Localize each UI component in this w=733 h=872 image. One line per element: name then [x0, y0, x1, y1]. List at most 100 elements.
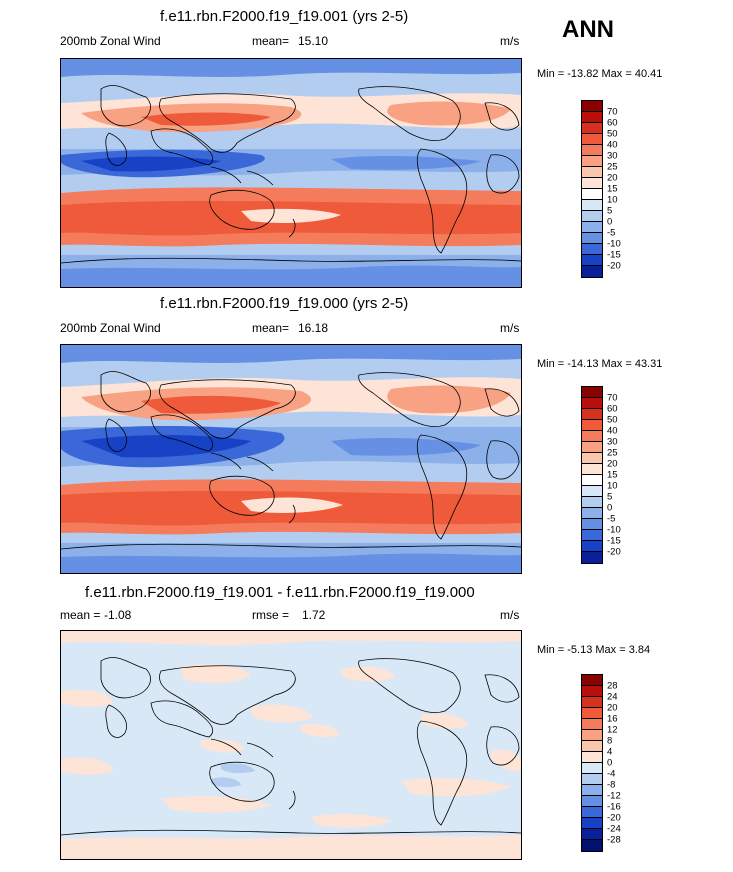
panel1-colorbar-swatch: [582, 167, 602, 178]
colorbar-tick-label: -5: [607, 513, 616, 525]
panel1-units: m/s: [500, 34, 520, 48]
panel2-colorbar-swatch: [582, 486, 602, 497]
panel1-colorbar-swatch: [582, 222, 602, 233]
panel2-minmax: Min = -14.13 Max = 43.31: [537, 358, 663, 370]
panel2-colorbar-swatch: [582, 398, 602, 409]
panel1-contour-plot: [61, 59, 521, 287]
panel1-colorbar-swatch: [582, 244, 602, 255]
colorbar-tick-label: 5: [607, 205, 613, 217]
colorbar-tick-label: 60: [607, 117, 618, 129]
colorbar-tick-label: -4: [607, 768, 616, 780]
panel2-colorbar-swatch: [582, 420, 602, 431]
colorbar-tick-label: 60: [607, 403, 618, 415]
colorbar-tick-label: 70: [607, 106, 618, 118]
panel2-colorbar-swatch: [582, 530, 602, 541]
colorbar-tick-label: -15: [607, 535, 621, 547]
panel3-rmse-value: 1.72: [302, 608, 326, 622]
panel2-title: f.e11.rbn.F2000.f19_f19.000 (yrs 2-5): [160, 295, 409, 312]
panel2-colorbar-swatch: [582, 497, 602, 508]
panel2-contour-plot: [61, 345, 521, 573]
panel3-colorbar-swatch: [582, 708, 602, 719]
colorbar-tick-label: -16: [607, 801, 621, 813]
panel2-colorbar-swatch: [582, 541, 602, 552]
panel1-colorbar-swatch: [582, 112, 602, 123]
colorbar-tick-label: 20: [607, 172, 618, 184]
panel1-mean-value: 15.10: [298, 34, 329, 48]
panel3-colorbar-swatch: [582, 675, 602, 686]
colorbar-tick-label: -20: [607, 260, 621, 272]
colorbar-tick-label: 4: [607, 746, 613, 758]
panel3-colorbar-swatch: [582, 697, 602, 708]
colorbar-tick-label: 20: [607, 702, 618, 714]
colorbar-tick-label: 50: [607, 414, 618, 426]
panel1-minmax: Min = -13.82 Max = 40.41: [537, 68, 663, 80]
panel1-colorbar-swatch: [582, 255, 602, 266]
colorbar-tick-label: -24: [607, 823, 621, 835]
colorbar-tick-label: 16: [607, 713, 618, 725]
panel2-mean-value: 16.18: [298, 321, 329, 335]
panel1-colorbar-swatch: [582, 123, 602, 134]
colorbar-tick-label: 8: [607, 735, 613, 747]
panel3-colorbar-swatch: [582, 763, 602, 774]
panel3-colorbar-swatch: [582, 829, 602, 840]
panel1-colorbar-swatch: [582, 200, 602, 211]
panel2-variable: 200mb Zonal Wind: [60, 321, 161, 335]
panel1-colorbar-swatch: [582, 156, 602, 167]
panel2-units: m/s: [500, 321, 520, 335]
panel2-colorbar-swatch: [582, 464, 602, 475]
panel1-title: f.e11.rbn.F2000.f19_f19.001 (yrs 2-5): [160, 8, 409, 25]
colorbar-tick-label: 25: [607, 161, 618, 173]
panel2-colorbar-swatch: [582, 475, 602, 486]
panel2-colorbar-swatch: [582, 442, 602, 453]
panel2-map: [60, 344, 522, 574]
panel1-colorbar: [581, 100, 603, 278]
panel2-mean-label: mean=: [252, 321, 290, 335]
panel3-colorbar-swatch: [582, 686, 602, 697]
panel3-mean-value: -1.08: [104, 608, 132, 622]
colorbar-tick-label: -20: [607, 812, 621, 824]
colorbar-tick-label: -20: [607, 546, 621, 558]
panel3-colorbar-swatch: [582, 752, 602, 763]
colorbar-tick-label: 12: [607, 724, 618, 736]
colorbar-tick-label: 28: [607, 680, 618, 692]
panel3-colorbar: [581, 674, 603, 852]
colorbar-tick-label: 30: [607, 436, 618, 448]
panel1-colorbar-swatch: [582, 266, 602, 277]
panel2-colorbar: [581, 386, 603, 564]
colorbar-tick-label: 0: [607, 757, 613, 769]
panel3-mean-label: mean =: [60, 608, 101, 622]
panel2-colorbar-swatch: [582, 409, 602, 420]
colorbar-tick-label: 70: [607, 392, 618, 404]
colorbar-tick-label: 40: [607, 139, 618, 151]
panel1-mean-label: mean=: [252, 34, 290, 48]
panel3-minmax: Min = -5.13 Max = 3.84: [537, 644, 651, 656]
panel2-colorbar-swatch: [582, 431, 602, 442]
colorbar-tick-label: 50: [607, 128, 618, 140]
panel3-colorbar-swatch: [582, 719, 602, 730]
season-label: ANN: [562, 16, 614, 43]
colorbar-tick-label: 40: [607, 425, 618, 437]
panel1-colorbar-swatch: [582, 145, 602, 156]
colorbar-tick-label: 24: [607, 691, 618, 703]
panel1-map: [60, 58, 522, 288]
colorbar-tick-label: -10: [607, 524, 621, 536]
panel3-colorbar-swatch: [582, 818, 602, 829]
colorbar-tick-label: 10: [607, 480, 618, 492]
colorbar-tick-label: 20: [607, 458, 618, 470]
colorbar-tick-label: -12: [607, 790, 621, 802]
panel3-colorbar-swatch: [582, 730, 602, 741]
panel1-colorbar-swatch: [582, 189, 602, 200]
panel3-colorbar-swatch: [582, 774, 602, 785]
panel2-colorbar-swatch: [582, 519, 602, 530]
colorbar-tick-label: -15: [607, 249, 621, 261]
colorbar-tick-label: -10: [607, 238, 621, 250]
colorbar-tick-label: 5: [607, 491, 613, 503]
panel3-title: f.e11.rbn.F2000.f19_f19.001 - f.e11.rbn.…: [85, 584, 475, 601]
colorbar-tick-label: -5: [607, 227, 616, 239]
colorbar-tick-label: 0: [607, 502, 613, 514]
panel3-map: [60, 630, 522, 860]
panel1-colorbar-swatch: [582, 101, 602, 112]
colorbar-tick-label: 15: [607, 183, 618, 195]
panel3-colorbar-swatch: [582, 741, 602, 752]
panel1-colorbar-swatch: [582, 211, 602, 222]
